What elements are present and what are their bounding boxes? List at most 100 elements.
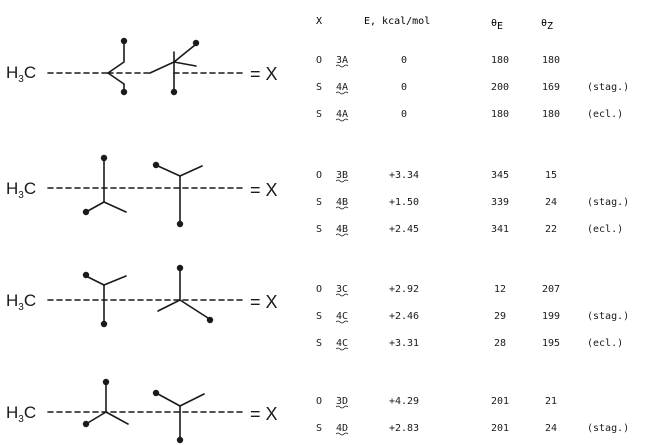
cell-x: O [316,396,322,407]
cell-theta-e: 201 [491,423,509,434]
structure-d: H3C = X [6,378,278,444]
cell-x: S [316,311,322,322]
structure-b: H3C = X [6,154,278,228]
atom-dot [176,264,184,272]
cell-theta-z: 207 [542,284,560,295]
atom-dot [176,436,184,444]
bond [157,299,181,312]
cell-theta-z: 180 [542,109,560,120]
table-row: S 4A 0 180 180 (ecl.) [316,109,623,122]
x-label: = X [250,404,278,424]
header-theta-z: θZ [541,18,553,32]
atom-dot [176,220,184,228]
cell-theta-z: 24 [545,197,557,208]
bond [179,393,205,407]
compound-underline [335,347,349,351]
structure-a: H3C = X [6,37,278,96]
cell-compound: 4B [336,197,348,208]
cell-theta-e: 201 [491,396,509,407]
cell-note: (ecl.) [587,224,623,235]
compound-underline [335,118,349,122]
cell-compound: 3A [336,55,348,66]
cell-energy: +3.34 [389,170,419,181]
table-row: S 4B +2.45 341 22 (ecl.) [316,224,623,237]
cell-theta-e: 339 [491,197,509,208]
table-row: O 3C +2.92 12 207 [316,284,560,297]
compound-underline [335,432,349,436]
bond [105,411,129,425]
compound-underline [335,64,349,68]
h3c-label: H3C [6,63,36,85]
cell-energy: +2.46 [389,311,419,322]
cell-x: O [316,170,322,181]
compound-underline [335,320,349,324]
cell-energy: +1.50 [389,197,419,208]
bond [85,201,105,213]
x-label: = X [250,292,278,312]
table-row: O 3A 0 180 180 [316,55,560,68]
cell-theta-z: 22 [545,224,557,235]
bond [157,393,181,407]
atom-dot [82,420,90,428]
cell-x: S [316,338,322,349]
cell-theta-e: 341 [491,224,509,235]
compound-underline [335,91,349,95]
table-body: O 3A 0 180 180 S 4A 0 200 169 (stag.) S 4A 0 180 180 (ec… [316,55,629,436]
table-row: S 4A 0 200 169 (stag.) [316,82,629,95]
bond [157,165,181,177]
cell-energy: 0 [401,82,407,93]
header-x: X [316,16,322,27]
cell-note: (ecl.) [587,338,623,349]
cell-compound: 4A [336,82,348,93]
compound-underline [335,179,349,183]
bond [179,299,209,319]
cell-theta-e: 180 [491,109,509,120]
compound-underline [335,405,349,409]
cell-note: (stag.) [587,311,629,322]
cell-theta-z: 180 [542,55,560,66]
cell-energy: +3.31 [389,338,419,349]
x-label: = X [250,64,278,84]
cell-energy: 0 [401,55,407,66]
cell-compound: 4C [336,311,348,322]
atom-dot [120,37,128,45]
cell-theta-z: 199 [542,311,560,322]
cell-x: O [316,55,322,66]
table-row: O 3D +4.29 201 21 [316,396,557,409]
table-row: S 4C +3.31 28 195 (ecl.) [316,338,623,351]
h3c-label: H3C [6,403,36,425]
cell-x: S [316,224,322,235]
cell-energy: +2.45 [389,224,419,235]
bond [85,275,105,286]
cell-theta-z: 15 [545,170,557,181]
cell-compound: 4D [336,423,348,434]
cell-energy: +2.83 [389,423,419,434]
cell-energy: +2.92 [389,284,419,295]
atom-dot [170,88,178,96]
header-theta-e: θE [491,18,503,32]
bond [85,411,107,425]
bond [173,44,196,63]
table-row: S 4B +1.50 339 24 (stag.) [316,197,629,210]
atom-dot [102,378,110,386]
table-header: X E, kcal/mol θE θZ [316,16,553,32]
cell-note: (ecl.) [587,109,623,120]
bond [149,51,175,74]
table-row: S 4C +2.46 29 199 (stag.) [316,311,629,324]
cell-theta-z: 24 [545,423,557,434]
atom-dot [152,389,160,397]
table-row: S 4D +2.83 201 24 (stag.) [316,423,629,436]
cell-theta-z: 195 [542,338,560,349]
bond [173,61,197,67]
h3c-label: H3C [6,291,36,313]
cell-x: S [316,82,322,93]
bond [103,275,127,286]
cell-energy: 0 [401,109,407,120]
structure-diagrams: H3C = X H3C [6,37,278,444]
atom-dot [206,316,214,324]
cell-compound: 4A [336,109,348,120]
cell-x: S [316,423,322,434]
atom-dot [152,161,160,169]
table-row: O 3B +3.34 345 15 [316,170,557,183]
